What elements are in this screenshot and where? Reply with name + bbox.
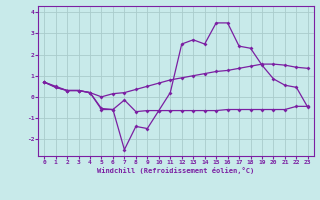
X-axis label: Windchill (Refroidissement éolien,°C): Windchill (Refroidissement éolien,°C) xyxy=(97,167,255,174)
